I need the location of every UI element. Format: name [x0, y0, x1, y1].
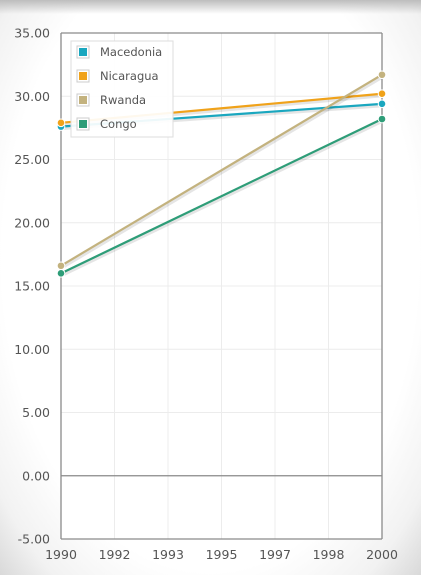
top-shadow: [0, 0, 421, 14]
data-point: [377, 89, 387, 99]
x-tick-label: 1993: [152, 547, 184, 562]
series-line: [60, 73, 383, 267]
series-line: [60, 118, 383, 275]
tick-labels: 35.00 30.00 25.00 20.00 15.00 10.00 5.00 0.00 -5…: [14, 26, 398, 563]
data-point: [377, 70, 387, 80]
legend-swatch: [79, 96, 87, 104]
data-point: [377, 99, 387, 109]
y-tick-label: 35.00: [14, 26, 50, 41]
legend-swatch: [79, 72, 87, 80]
y-tick-label: 0.00: [22, 468, 50, 483]
x-tick-label: 1995: [206, 547, 238, 562]
data-point: [377, 114, 387, 124]
legend-label[interactable]: Congo: [100, 117, 137, 131]
legend-swatch: [79, 120, 87, 128]
x-tick-label: 2000: [366, 547, 398, 562]
legend-swatch: [79, 48, 87, 56]
y-tick-label: 15.00: [14, 279, 50, 294]
y-tick-label: 25.00: [14, 152, 50, 167]
legend-label[interactable]: Macedonia: [100, 45, 162, 59]
x-tick-label: 1998: [313, 547, 345, 562]
x-tick-label: 1997: [259, 547, 291, 562]
y-tick-label: 5.00: [22, 405, 50, 420]
y-tick-label: 10.00: [14, 342, 50, 357]
y-tick-label: -5.00: [18, 532, 50, 547]
legend[interactable]: Macedonia Nicaragua Rwanda Congo: [70, 40, 174, 138]
y-tick-label: 20.00: [14, 215, 50, 230]
legend-label[interactable]: Rwanda: [100, 93, 146, 107]
data-point: [56, 269, 66, 278]
data-point: [56, 261, 66, 271]
x-tick-label: 1990: [45, 547, 77, 562]
data-point: [56, 118, 66, 128]
y-tick-label: 30.00: [14, 89, 50, 104]
series-line-shadow: [61, 75, 384, 270]
x-tick-label: 1992: [99, 547, 131, 562]
legend-label[interactable]: Nicaragua: [100, 69, 159, 83]
series-line-shadow: [61, 119, 384, 277]
